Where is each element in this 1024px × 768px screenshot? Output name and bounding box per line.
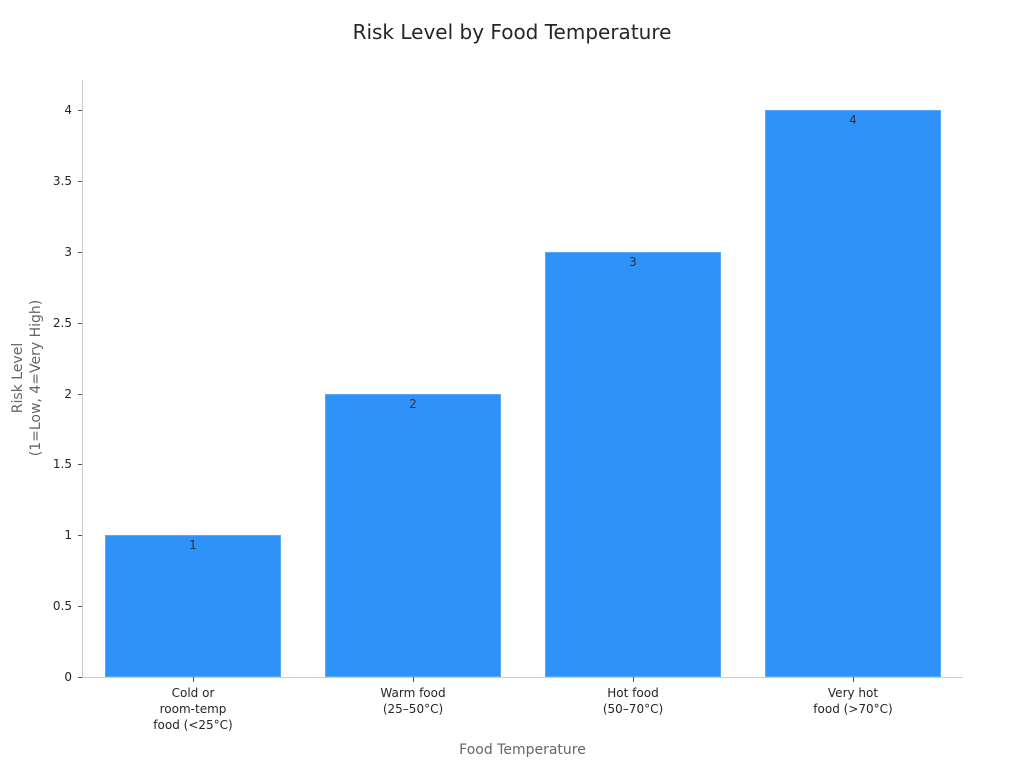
y-tick-mark (78, 464, 82, 466)
bar (105, 535, 281, 677)
x-tick-mark (853, 677, 854, 682)
x-tick-mark (413, 677, 414, 682)
x-tick-mark (633, 677, 634, 682)
y-tick-label: 2 (64, 386, 72, 401)
x-tick-label: Warm food (25–50°C) (380, 686, 446, 716)
bar-value-label: 4 (849, 113, 857, 127)
y-tick-mark (78, 606, 82, 608)
y-tick-mark (78, 322, 82, 324)
bar-value-label: 3 (629, 254, 637, 269)
y-tick-label: 2.5 (52, 315, 72, 330)
x-tick-label: Very hot food (>70°C) (813, 686, 893, 716)
bar (765, 110, 941, 677)
y-tick: 3.5 (0, 174, 82, 188)
y-tick-mark (78, 180, 82, 182)
x-axis-label: Food Temperature (459, 742, 586, 758)
y-tick-label: 3 (64, 244, 72, 259)
y-tick-label: 1 (64, 528, 72, 543)
y-tick: 2 (0, 387, 82, 401)
y-tick-mark (78, 251, 82, 253)
y-tick: 3 (0, 245, 82, 259)
bar-value-label: 1 (189, 538, 197, 553)
y-tick-label: 1.5 (52, 457, 72, 472)
y-tick: 1 (0, 528, 82, 542)
bar (325, 393, 501, 677)
y-tick-label: 0 (64, 670, 72, 684)
y-tick-label: 3.5 (52, 173, 72, 188)
y-tick-label: 0.5 (52, 599, 72, 614)
y-tick: 0 (0, 670, 82, 684)
bar-value-label: 2 (409, 396, 417, 411)
x-tick-label: Cold or room-temp food (<25°C) (153, 686, 233, 732)
bar (545, 251, 721, 677)
x-axis-line (82, 677, 963, 678)
y-tick-mark (78, 393, 82, 395)
x-tick-label: Hot food (50–70°C) (602, 686, 664, 716)
y-tick: 2.5 (0, 316, 82, 330)
x-tick-mark (193, 677, 194, 682)
y-tick-label: 4 (64, 103, 72, 117)
y-tick: 4 (0, 103, 82, 117)
chart-title: Risk Level by Food Temperature (352, 20, 672, 44)
y-tick-mark (78, 535, 82, 537)
y-axis-label: Risk Level (1=Low, 4=Very High) (10, 299, 44, 457)
y-axis-line (82, 80, 83, 678)
y-tick: 0.5 (0, 599, 82, 613)
y-tick-mark (78, 110, 82, 111)
y-tick-mark (78, 677, 82, 678)
y-tick: 1.5 (0, 457, 82, 471)
